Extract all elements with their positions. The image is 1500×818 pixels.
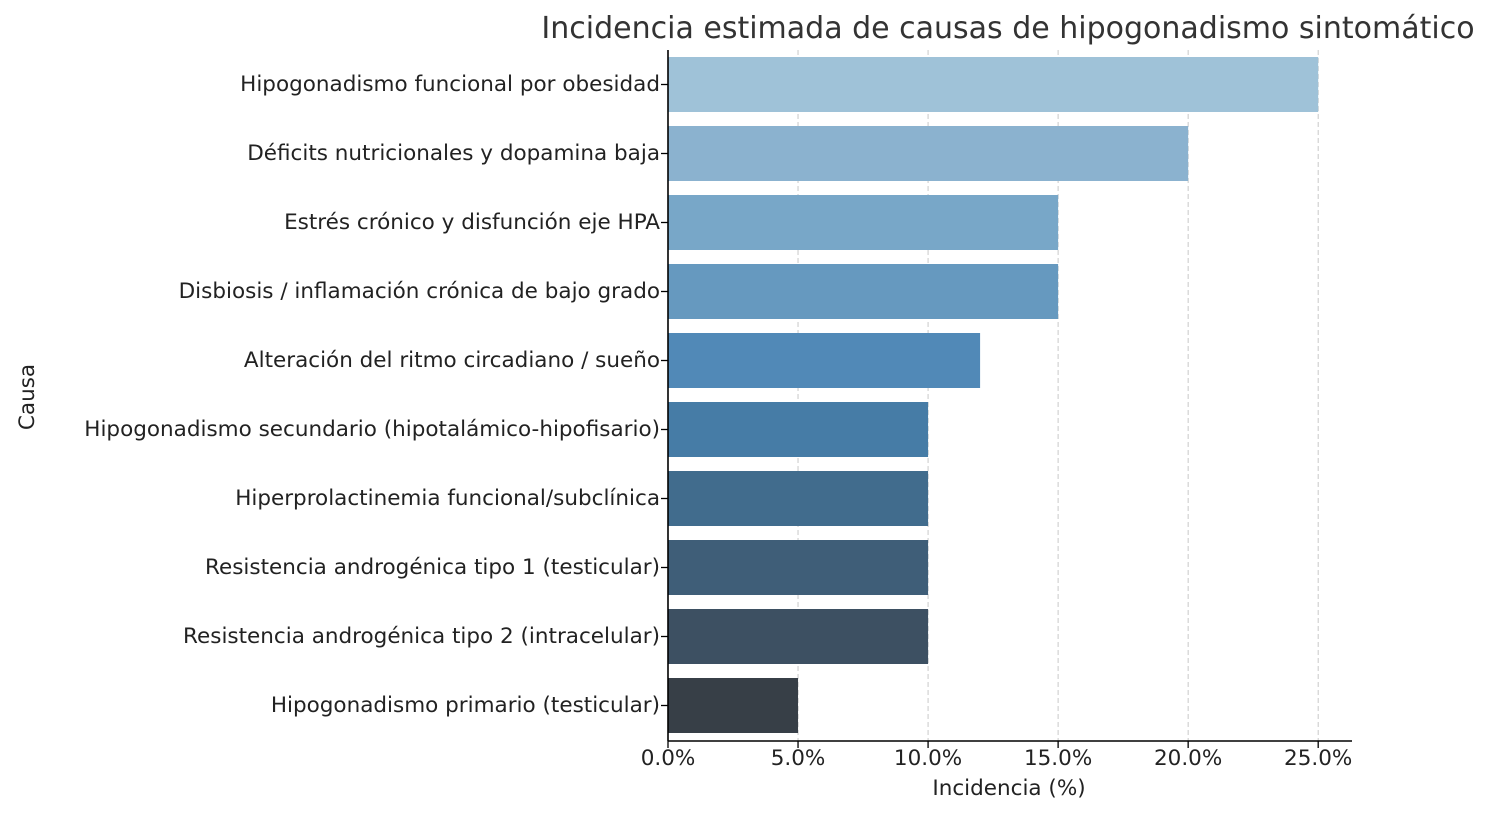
x-tick-label: 20.0% — [1154, 746, 1222, 771]
bar — [668, 195, 1059, 250]
bar — [668, 678, 799, 733]
category-label: Disbiosis / inflamación crónica de bajo … — [179, 279, 660, 304]
x-tick-label: 10.0% — [894, 746, 962, 771]
x-tick-label: 5.0% — [771, 746, 826, 771]
y-axis-title: Causa — [15, 364, 40, 430]
bars — [668, 57, 1319, 733]
x-tick-label: 15.0% — [1024, 746, 1092, 771]
bar — [668, 264, 1059, 319]
category-label: Resistencia androgénica tipo 1 (testicul… — [205, 555, 660, 580]
bar — [668, 402, 929, 457]
bar — [668, 333, 981, 388]
bar — [668, 609, 929, 664]
category-label: Alteración del ritmo circadiano / sueño — [244, 348, 660, 373]
bar — [668, 126, 1189, 181]
category-label: Hipogonadismo funcional por obesidad — [240, 72, 660, 97]
bar — [668, 471, 929, 526]
category-label: Hiperprolactinemia funcional/subclínica — [235, 486, 660, 511]
category-label: Resistencia androgénica tipo 2 (intracel… — [183, 624, 660, 649]
x-tick-label: 25.0% — [1284, 746, 1352, 771]
axes — [661, 50, 1352, 748]
category-labels: Hipogonadismo funcional por obesidad Défi… — [84, 72, 660, 718]
chart-title: Incidencia estimada de causas de hipogon… — [541, 11, 1474, 46]
x-axis-title: Incidencia (%) — [932, 776, 1085, 801]
category-label: Hipogonadismo primario (testicular) — [271, 693, 660, 718]
category-label: Estrés crónico y disfunción eje HPA — [284, 210, 660, 235]
bar — [668, 540, 929, 595]
category-label: Déficits nutricionales y dopamina baja — [247, 141, 660, 166]
x-tick-labels: 0.0% 5.0% 10.0% 15.0% 20.0% 25.0% — [641, 746, 1353, 771]
bar — [668, 57, 1319, 112]
category-label: Hipogonadismo secundario (hipotalámico-h… — [84, 417, 660, 442]
x-tick-label: 0.0% — [641, 746, 696, 771]
